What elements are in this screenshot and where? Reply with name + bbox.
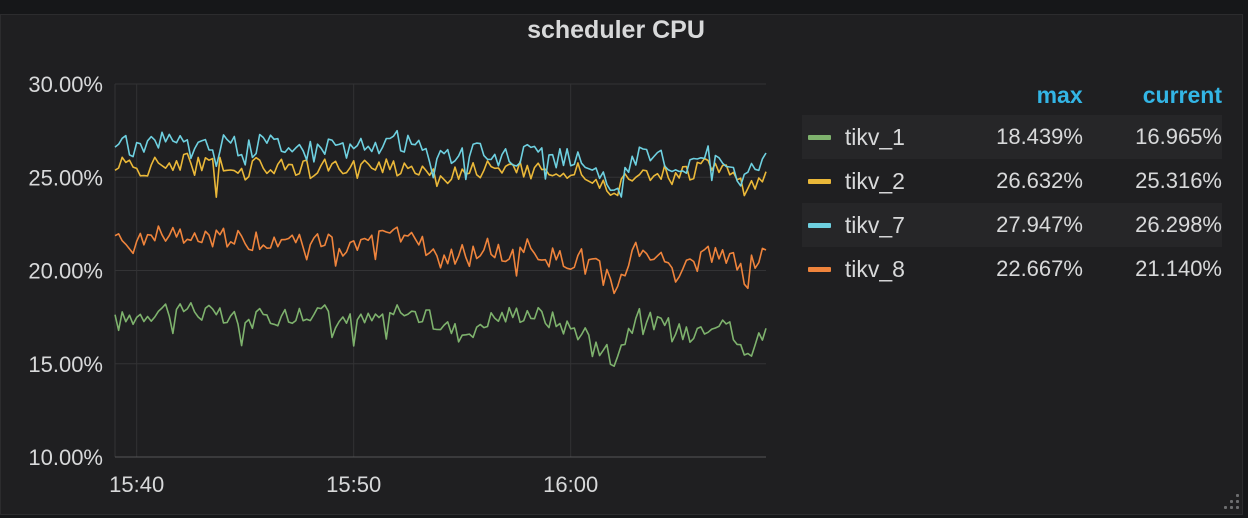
legend-max-value: 26.632% [996,168,1083,193]
chart-area: 30.00% 25.00% 20.00% 15.00% 10.00%15:40 15:50… [28,72,767,497]
series-color-swatch[interactable] [808,222,831,228]
series-line-tikv-7 [114,129,767,198]
legend-header: max current [802,75,1222,115]
x-tick-label: 16:00 [543,472,598,497]
x-tick-label: 15:40 [109,472,164,497]
panel-title[interactable]: scheduler CPU [527,16,705,44]
y-tick-label: 30.00% [28,72,103,97]
series-line-tikv-8 [114,225,767,295]
legend-series-name[interactable]: tikv_8 [844,255,905,282]
legend-current-value: 26.298% [1135,212,1222,237]
legend-header-max[interactable]: max [1036,81,1083,108]
legend-row-tikv-8[interactable]: tikv_8 22.667% 21.140% [802,247,1222,291]
legend-current-value: 21.140% [1135,256,1222,281]
y-tick-label: 25.00% [28,165,103,190]
resize-handle-icon[interactable] [1224,494,1242,512]
y-tick-label: 15.00% [28,352,103,377]
series-color-swatch[interactable] [808,134,831,140]
graph-panel [0,14,1243,515]
legend-series-name[interactable]: tikv_7 [844,211,905,238]
series-color-swatch[interactable] [808,178,831,184]
legend-row-tikv-2[interactable]: tikv_2 26.632% 25.316% [802,159,1222,203]
legend-row-tikv-1[interactable]: tikv_1 18.439% 16.965% [802,115,1222,159]
x-tick-label: 15:50 [326,472,381,497]
legend-current-value: 16.965% [1135,124,1222,149]
legend-current-value: 25.316% [1135,168,1222,193]
legend-max-value: 18.439% [996,124,1083,149]
legend-table: max current tikv_1 18.439% 16.965% tikv_… [802,75,1222,291]
legend-series-name[interactable]: tikv_1 [844,123,905,150]
legend-series-name[interactable]: tikv_2 [844,167,905,194]
series-line-tikv-1 [114,301,767,368]
y-tick-label: 20.00% [28,259,103,284]
y-tick-label: 10.00% [28,445,103,470]
legend-row-tikv-7[interactable]: tikv_7 27.947% 26.298% [802,203,1222,247]
series-line-tikv-2 [114,152,767,198]
series-color-swatch[interactable] [808,266,831,272]
legend-max-value: 27.947% [996,212,1083,237]
legend-max-value: 22.667% [996,256,1083,281]
legend-header-current[interactable]: current [1142,81,1222,108]
